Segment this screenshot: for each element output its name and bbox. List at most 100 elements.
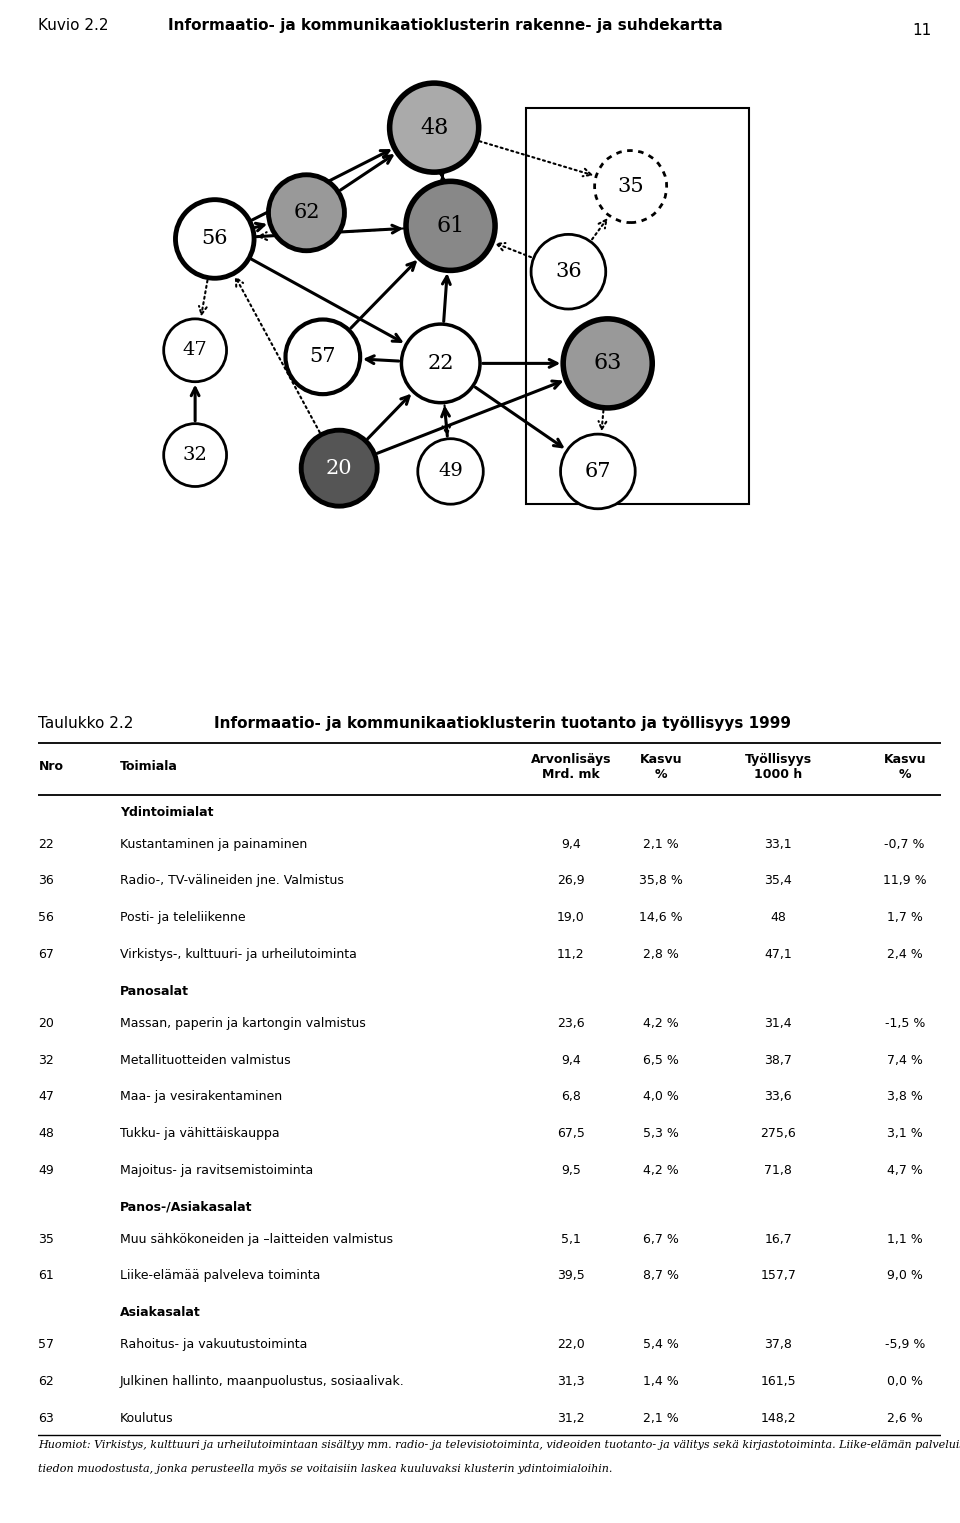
Text: Arvonlisäys
Mrd. mk: Arvonlisäys Mrd. mk bbox=[531, 752, 612, 781]
Text: 38,7: 38,7 bbox=[764, 1054, 792, 1066]
Circle shape bbox=[531, 235, 606, 309]
Text: 1,1 %: 1,1 % bbox=[887, 1232, 923, 1246]
Text: 5,1: 5,1 bbox=[561, 1232, 581, 1246]
Text: Kustantaminen ja painaminen: Kustantaminen ja painaminen bbox=[120, 838, 307, 851]
Circle shape bbox=[285, 320, 360, 394]
Text: Kuvio 2.2: Kuvio 2.2 bbox=[38, 18, 108, 34]
Text: Toimiala: Toimiala bbox=[120, 760, 178, 774]
Text: 57: 57 bbox=[309, 347, 336, 367]
Text: 9,5: 9,5 bbox=[561, 1164, 581, 1177]
Text: 26,9: 26,9 bbox=[557, 874, 585, 888]
Text: 5,3 %: 5,3 % bbox=[643, 1127, 679, 1141]
Text: Työllisyys
1000 h: Työllisyys 1000 h bbox=[745, 752, 812, 781]
Circle shape bbox=[269, 175, 345, 251]
Text: 2,1 %: 2,1 % bbox=[643, 838, 679, 851]
Circle shape bbox=[406, 181, 495, 271]
Text: 4,2 %: 4,2 % bbox=[643, 1017, 679, 1030]
Text: Nro: Nro bbox=[38, 760, 63, 774]
Text: 20: 20 bbox=[38, 1017, 55, 1030]
Text: 32: 32 bbox=[38, 1054, 54, 1066]
Text: 71,8: 71,8 bbox=[764, 1164, 792, 1177]
Text: 4,0 %: 4,0 % bbox=[643, 1090, 679, 1103]
Text: 3,1 %: 3,1 % bbox=[887, 1127, 923, 1141]
Text: 31,4: 31,4 bbox=[764, 1017, 792, 1030]
Text: 4,7 %: 4,7 % bbox=[887, 1164, 923, 1177]
Text: 33,1: 33,1 bbox=[764, 838, 792, 851]
Text: 6,8: 6,8 bbox=[561, 1090, 581, 1103]
Circle shape bbox=[164, 318, 227, 382]
Text: 8,7 %: 8,7 % bbox=[643, 1269, 679, 1282]
Text: Tukku- ja vähittäiskauppa: Tukku- ja vähittäiskauppa bbox=[120, 1127, 279, 1141]
Text: 48: 48 bbox=[38, 1127, 55, 1141]
Text: Kasvu
%: Kasvu % bbox=[883, 752, 926, 781]
Text: Koulutus: Koulutus bbox=[120, 1412, 173, 1424]
Text: 148,2: 148,2 bbox=[760, 1412, 796, 1424]
Text: Posti- ja teleliikenne: Posti- ja teleliikenne bbox=[120, 911, 245, 924]
Text: 35: 35 bbox=[617, 177, 644, 196]
Text: Majoitus- ja ravitsemistoiminta: Majoitus- ja ravitsemistoiminta bbox=[120, 1164, 313, 1177]
Text: Maa- ja vesirakentaminen: Maa- ja vesirakentaminen bbox=[120, 1090, 281, 1103]
Text: 3,8 %: 3,8 % bbox=[887, 1090, 923, 1103]
Text: 14,6 %: 14,6 % bbox=[639, 911, 683, 924]
Text: 16,7: 16,7 bbox=[764, 1232, 792, 1246]
Text: 33,6: 33,6 bbox=[764, 1090, 792, 1103]
Text: 6,7 %: 6,7 % bbox=[643, 1232, 679, 1246]
Text: 61: 61 bbox=[38, 1269, 54, 1282]
Circle shape bbox=[164, 423, 227, 486]
Text: 0,0 %: 0,0 % bbox=[887, 1375, 923, 1387]
Text: Kasvu
%: Kasvu % bbox=[639, 752, 683, 781]
Text: 11,9 %: 11,9 % bbox=[883, 874, 926, 888]
Text: 67: 67 bbox=[585, 461, 612, 481]
Text: 56: 56 bbox=[202, 230, 228, 248]
Bar bbox=[526, 108, 749, 504]
Text: 7,4 %: 7,4 % bbox=[887, 1054, 923, 1066]
Text: Taulukko 2.2: Taulukko 2.2 bbox=[38, 716, 133, 731]
Text: 36: 36 bbox=[38, 874, 54, 888]
Text: 49: 49 bbox=[438, 463, 463, 480]
Text: Panos-/Asiakasalat: Panos-/Asiakasalat bbox=[120, 1200, 252, 1214]
Circle shape bbox=[418, 439, 483, 504]
Text: 20: 20 bbox=[325, 458, 352, 478]
Text: 9,4: 9,4 bbox=[561, 838, 581, 851]
Text: 39,5: 39,5 bbox=[557, 1269, 585, 1282]
Text: Ydintoimialat: Ydintoimialat bbox=[120, 806, 213, 819]
Text: 36: 36 bbox=[555, 262, 582, 282]
Text: Rahoitus- ja vakuutustoiminta: Rahoitus- ja vakuutustoiminta bbox=[120, 1339, 307, 1351]
Text: 11,2: 11,2 bbox=[557, 947, 585, 961]
Text: 48: 48 bbox=[771, 911, 786, 924]
Text: 61: 61 bbox=[437, 215, 465, 238]
Text: 47: 47 bbox=[182, 341, 207, 359]
Text: 22,0: 22,0 bbox=[557, 1339, 585, 1351]
Text: Informaatio- ja kommunikaatioklusterin rakenne- ja suhdekartta: Informaatio- ja kommunikaatioklusterin r… bbox=[168, 18, 723, 34]
Text: Metallituotteiden valmistus: Metallituotteiden valmistus bbox=[120, 1054, 290, 1066]
Text: 1,4 %: 1,4 % bbox=[643, 1375, 679, 1387]
Text: 22: 22 bbox=[38, 838, 54, 851]
Text: 35: 35 bbox=[38, 1232, 55, 1246]
Text: 2,6 %: 2,6 % bbox=[887, 1412, 923, 1424]
Text: Panosalat: Panosalat bbox=[120, 985, 188, 998]
Text: Informaatio- ja kommunikaatioklusterin tuotanto ja työllisyys 1999: Informaatio- ja kommunikaatioklusterin t… bbox=[214, 716, 791, 731]
Text: tiedon muodostusta, jonka perusteella myös se voitaisiin laskea kuuluvaksi klust: tiedon muodostusta, jonka perusteella my… bbox=[38, 1464, 612, 1474]
Circle shape bbox=[390, 84, 479, 172]
Text: 5,4 %: 5,4 % bbox=[643, 1339, 679, 1351]
Text: -0,7 %: -0,7 % bbox=[884, 838, 924, 851]
Circle shape bbox=[564, 318, 652, 408]
Text: Liike-elämää palveleva toiminta: Liike-elämää palveleva toiminta bbox=[120, 1269, 320, 1282]
Text: Huomiot: Virkistys, kulttuuri ja urheilutoimintaan sisältyy mm. radio- ja televi: Huomiot: Virkistys, kulttuuri ja urheilu… bbox=[38, 1439, 960, 1450]
Text: Muu sähkökoneiden ja –laitteiden valmistus: Muu sähkökoneiden ja –laitteiden valmist… bbox=[120, 1232, 393, 1246]
Text: 23,6: 23,6 bbox=[557, 1017, 585, 1030]
Text: 2,1 %: 2,1 % bbox=[643, 1412, 679, 1424]
Text: 35,4: 35,4 bbox=[764, 874, 792, 888]
Text: 63: 63 bbox=[38, 1412, 54, 1424]
Text: 9,0 %: 9,0 % bbox=[887, 1269, 923, 1282]
Text: 62: 62 bbox=[293, 203, 320, 222]
Text: 22: 22 bbox=[427, 353, 454, 373]
Text: 67,5: 67,5 bbox=[557, 1127, 585, 1141]
Text: 31,3: 31,3 bbox=[557, 1375, 585, 1387]
Text: 62: 62 bbox=[38, 1375, 54, 1387]
Text: Julkinen hallinto, maanpuolustus, sosiaalivak.: Julkinen hallinto, maanpuolustus, sosiaa… bbox=[120, 1375, 404, 1387]
Text: -1,5 %: -1,5 % bbox=[884, 1017, 924, 1030]
Text: 35,8 %: 35,8 % bbox=[639, 874, 683, 888]
Text: 1,7 %: 1,7 % bbox=[887, 911, 923, 924]
Circle shape bbox=[176, 200, 254, 279]
